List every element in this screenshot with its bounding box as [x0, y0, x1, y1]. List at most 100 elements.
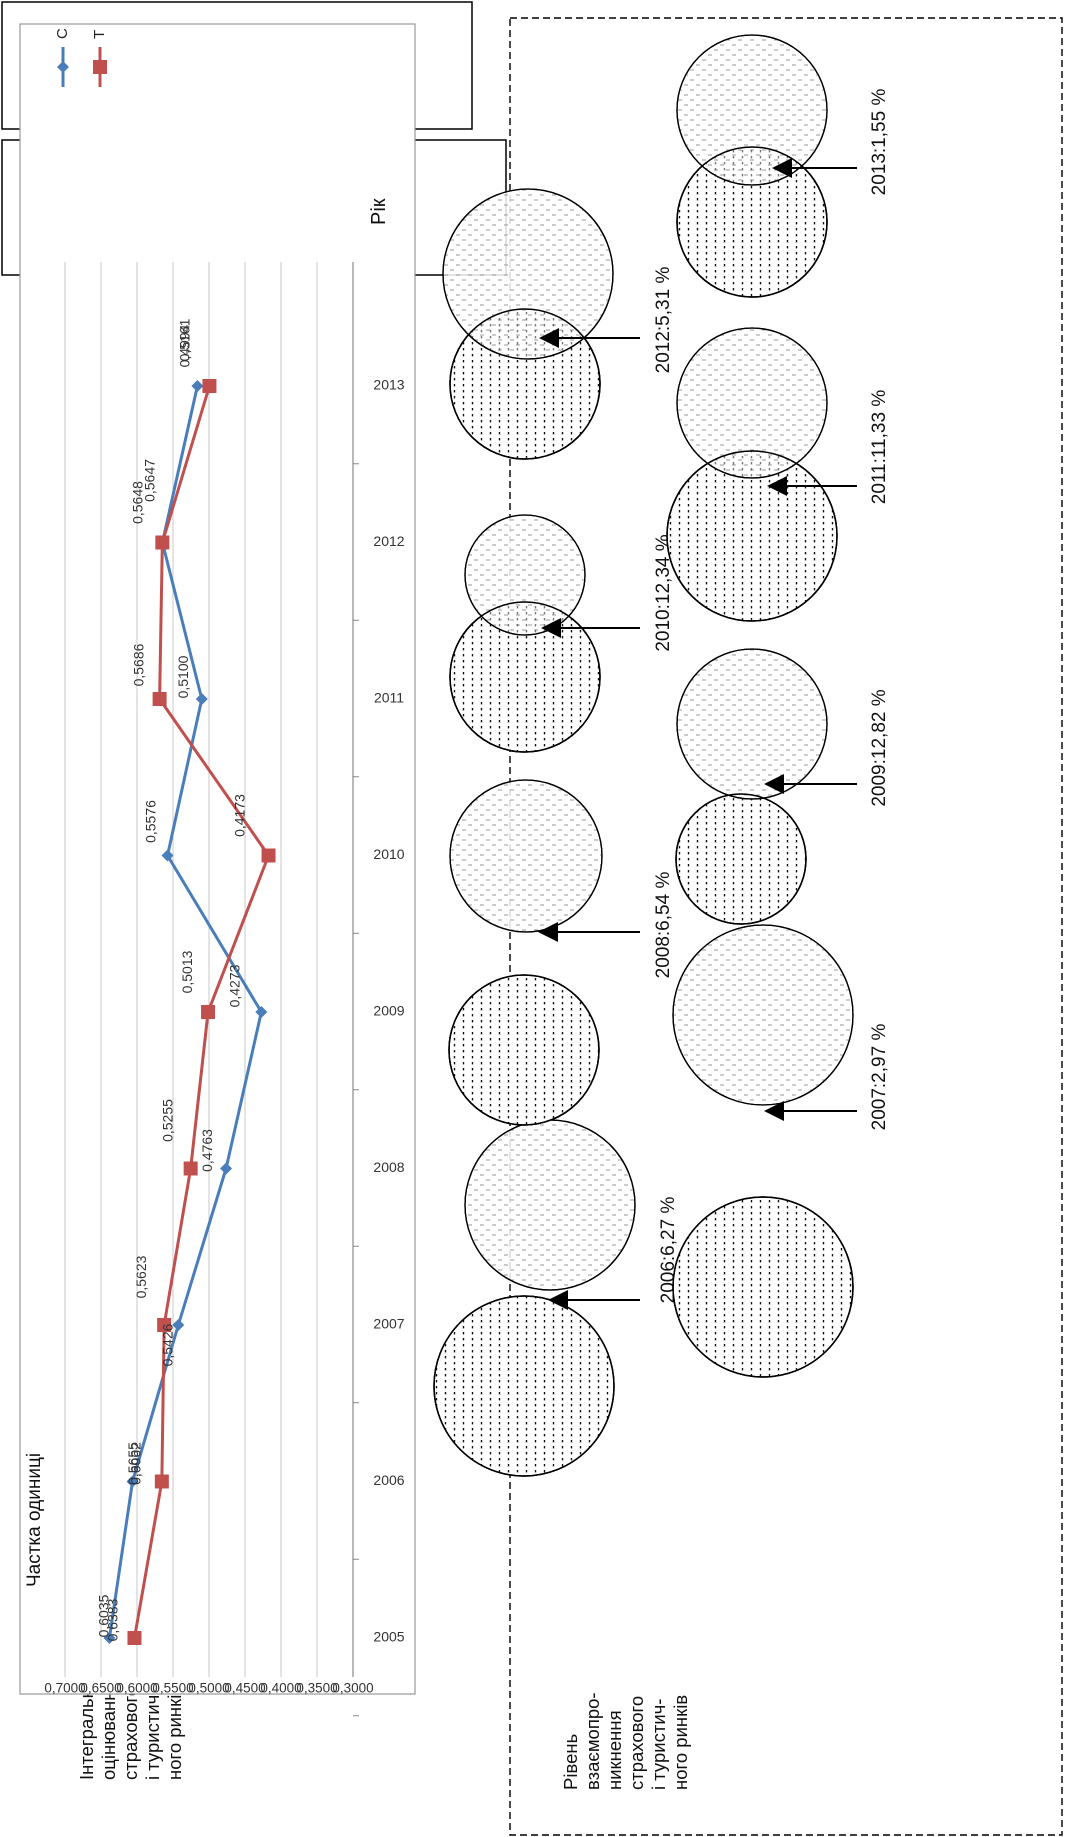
venn-value-label: 2008:6,54 %	[653, 872, 674, 979]
venn-2007: 2007:2,97 %	[672, 924, 890, 1378]
box-text-line: страхового	[120, 1686, 141, 1780]
venn-value-label: 2012:5,31 %	[653, 267, 674, 374]
venn-insurance-circle	[433, 1295, 615, 1477]
venn-2011: 2011:11,33 %	[666, 327, 890, 622]
chart-marks	[103, 379, 276, 1645]
legend-label: Т	[91, 30, 108, 39]
data-label: 0,5426	[159, 1323, 175, 1366]
x-tick-label: 2010	[373, 846, 404, 862]
box-text-line: і туристич-	[142, 1689, 163, 1780]
data-label: 0,5100	[175, 655, 191, 698]
y-tick-label: 0,5500	[152, 1681, 193, 1696]
venn-value-label: 2007:2,97 %	[869, 1024, 890, 1131]
data-label: 0,6383	[104, 1598, 120, 1641]
venn-2013: 2013:1,55 %	[676, 34, 890, 298]
series-c-point	[126, 1475, 139, 1488]
series-t-point	[157, 1318, 172, 1332]
data-label: 0,6035	[95, 1594, 111, 1637]
series-t-point	[152, 692, 167, 706]
y-tick-label: 0,4000	[260, 1681, 301, 1696]
data-label: 0,4173	[232, 794, 248, 837]
box-text-line: взаємопро-	[582, 1692, 603, 1790]
x-axis-label: Рік	[368, 198, 390, 225]
interpenetration-text: Рівень взаємопро-никнення страхового і тури…	[560, 1692, 691, 1790]
box-text-line: Інтегральне	[76, 1678, 97, 1780]
x-tick-label: 2013	[373, 377, 404, 393]
series-t-point	[202, 379, 217, 393]
venn-tourism-circle	[464, 1119, 636, 1291]
venn-2006: 2006:6,27 %	[433, 1119, 679, 1477]
integral-assessment-text: Інтегральне оцінювання страхового і туристи…	[76, 1678, 185, 1780]
venn-tourism-circle	[676, 648, 828, 800]
series-t-point	[127, 1631, 142, 1645]
venn-tourism-circle	[672, 924, 854, 1106]
box-text-line: і туристич-	[648, 1699, 669, 1790]
data-label: 0,5576	[143, 800, 159, 843]
series-c-point	[161, 849, 174, 862]
venn-value-label: 2010:12,34 %	[653, 534, 674, 651]
venn-value-label: 2009:12,82 %	[869, 689, 890, 806]
series-t-point	[261, 848, 276, 863]
venn-2012: 2012:5,31 %	[442, 188, 674, 460]
data-label: 0,4994	[176, 324, 192, 367]
y-tick-label: 0,5000	[188, 1681, 229, 1696]
series-t-point	[183, 1161, 198, 1176]
legend-swatch-marker	[93, 60, 107, 74]
venn-diagrams: 2006:6,27 % 2007:2,97 % 2008:6,54 % 2009:12…	[433, 34, 890, 1477]
series-c-point	[172, 1319, 185, 1331]
x-tick-label: 2011	[374, 690, 404, 706]
box-text-line: ного ринків	[164, 1685, 185, 1780]
box-text-line: страхового	[626, 1696, 647, 1790]
y-tick-label: 0,3500	[296, 1681, 337, 1696]
chart-labels: 0,6383 0,6062 0,5426 0,4763 0,4273 0,5576 0,51…	[95, 318, 247, 1641]
x-tick-label: 2005	[373, 1629, 404, 1645]
legend-swatch-marker	[57, 61, 69, 73]
data-label: 0,6062	[128, 1442, 144, 1485]
legend-label: С	[54, 28, 71, 39]
series-c-point	[255, 1006, 268, 1018]
series-c-point	[103, 1632, 116, 1644]
box-text-line: Рівень	[560, 1734, 581, 1790]
y-tick-label: 0,3000	[332, 1681, 373, 1696]
venn-insurance-circle	[672, 1196, 854, 1378]
venn-insurance-circle	[448, 974, 600, 1126]
venn-2009: 2009:12,82 %	[675, 648, 890, 925]
series-t-point	[155, 535, 170, 550]
data-label: 0,5686	[131, 643, 147, 686]
data-label: 0,4763	[199, 1129, 215, 1172]
data-label: 0,5255	[160, 1099, 176, 1142]
y-axis-label: Частка одиниці	[24, 1453, 45, 1587]
venn-2008: 2008:6,54 %	[448, 779, 674, 1126]
series-c-point	[220, 1162, 233, 1175]
data-label: 0,5623	[133, 1255, 149, 1298]
y-tick-label: 0,7000	[44, 1681, 85, 1696]
venn-value-label: 2011:11,33 %	[869, 390, 890, 505]
x-tick-label: 2012	[373, 533, 404, 549]
data-label: 0,5161	[176, 318, 192, 361]
data-label: 0,5655	[125, 1442, 141, 1485]
x-tick-label: 2008	[373, 1159, 404, 1175]
y-tick-label: 0,4500	[224, 1681, 265, 1696]
series-c-point	[191, 380, 204, 392]
box-text-line: никнення	[604, 1710, 625, 1790]
data-label: 0,5013	[179, 950, 195, 993]
chart-grid	[64, 262, 354, 1677]
x-tick-label: 2006	[373, 1472, 404, 1488]
venn-value-label: 2013:1,55 %	[869, 89, 890, 196]
data-label: 0,4273	[226, 964, 242, 1007]
box-text-line: оцінювання	[98, 1681, 119, 1780]
series-c-point	[195, 693, 208, 705]
data-label: 0,5648	[129, 481, 145, 524]
x-tick-label: 2007	[373, 1316, 404, 1332]
chart-frame	[19, 23, 416, 1695]
series-t-point	[201, 1005, 216, 1019]
box-text-line: ного ринків	[670, 1695, 691, 1790]
y-tick-label: 0,6500	[80, 1681, 121, 1696]
venn-tourism-circle	[449, 779, 603, 933]
x-tick-label: 2009	[373, 1003, 404, 1019]
data-label: 0,5647	[141, 459, 157, 502]
